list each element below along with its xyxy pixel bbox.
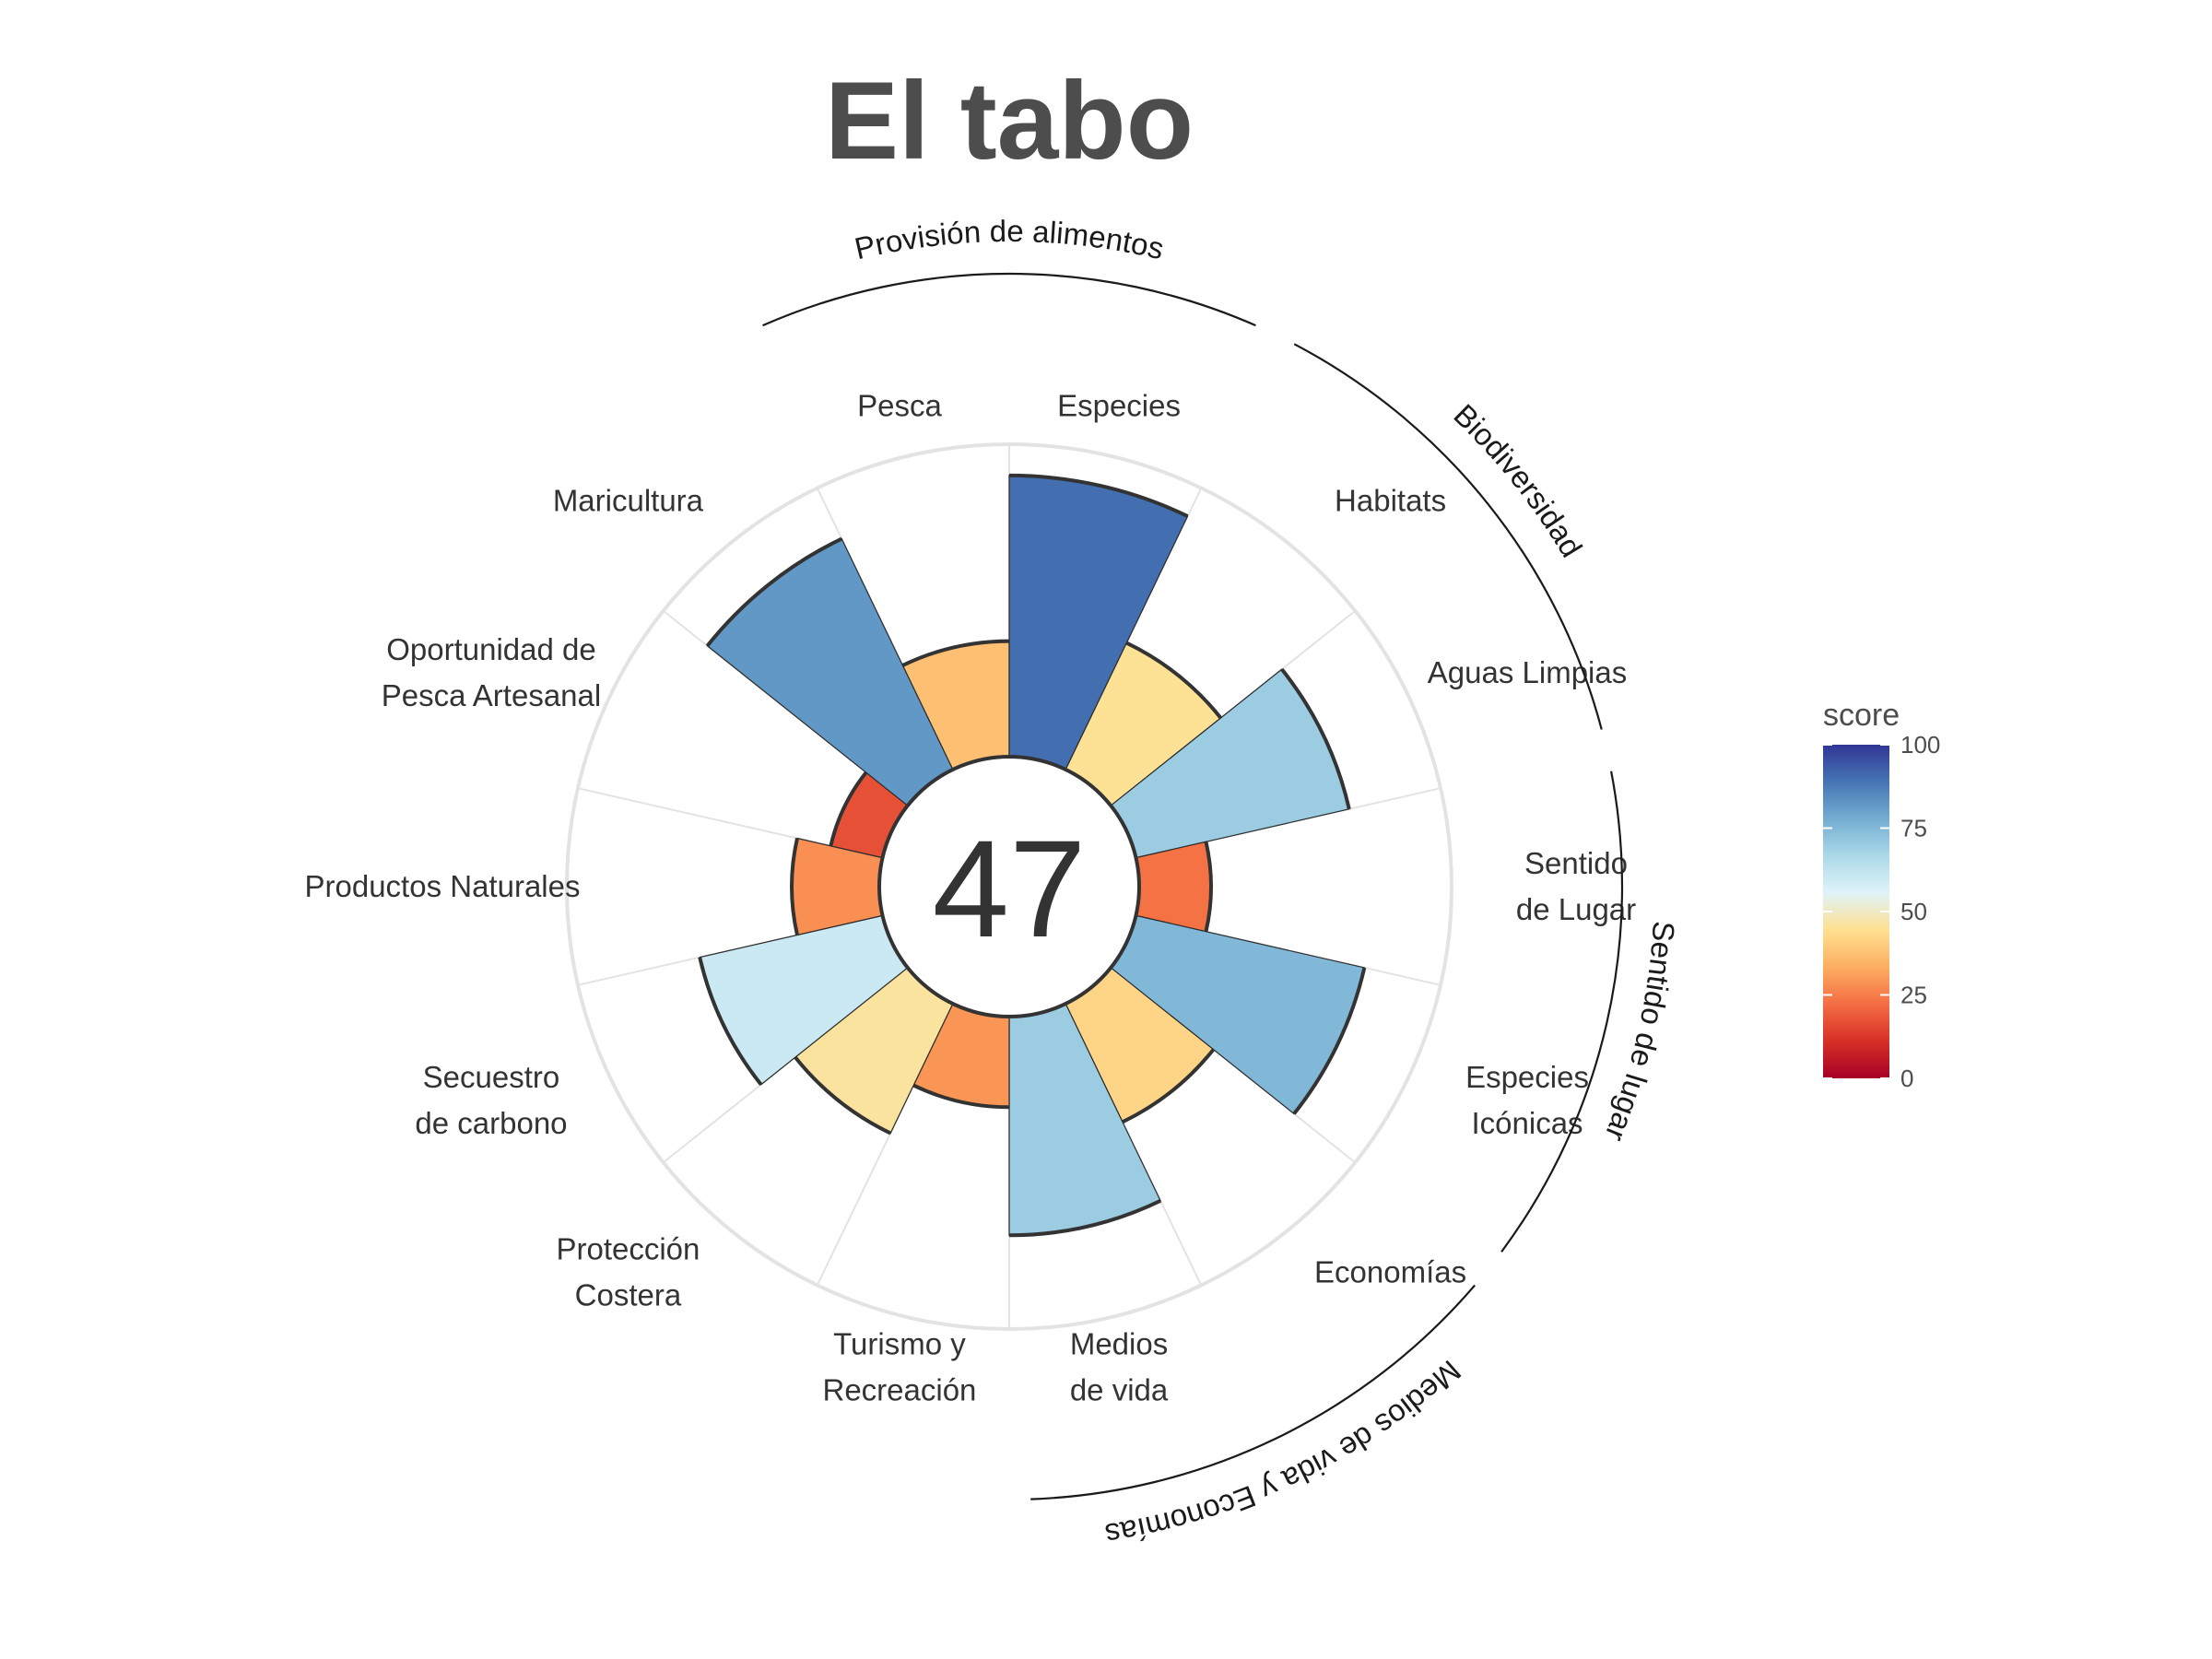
category-label: Productos Naturales: [305, 869, 581, 903]
goal-group-label: Provisión de alimentos: [852, 214, 1167, 265]
legend-ticks: 0 25 50 75 100: [1823, 731, 1940, 1092]
petal-outline: [1280, 667, 1351, 810]
petal-outline: [790, 838, 799, 935]
petal-outline: [912, 1083, 1010, 1110]
petal-outline: [1122, 1048, 1216, 1124]
legend-tick-label: 100: [1900, 731, 1940, 759]
category-labels: Pesca Especies Habitats Aguas Limpias Sentid…: [305, 388, 1637, 1406]
goal-group-arc: [762, 272, 1256, 327]
petal-outline: [1008, 1199, 1162, 1238]
petal-outline: [794, 1055, 892, 1135]
petal-outline: [705, 536, 843, 648]
center-circle: [877, 755, 1141, 1018]
legend-tick-label: 25: [1900, 982, 1927, 1009]
legend-tick-label: 75: [1900, 815, 1927, 842]
petal-outline: [1292, 967, 1367, 1115]
goal-group-arc: [1030, 1284, 1476, 1500]
category-label: Protección Costera: [556, 1231, 700, 1312]
category-label: Oportunidad de Pesca Artesanal: [382, 632, 601, 712]
category-label: Maricultura: [553, 484, 704, 518]
petal-outline: [1125, 641, 1223, 720]
legend-title: score: [1823, 698, 1900, 733]
grid-outer-ring: [565, 442, 1453, 1331]
category-label: Secuestro de carbono: [415, 1060, 567, 1140]
petal-outline: [1008, 473, 1189, 518]
petal-outline: [698, 957, 763, 1086]
score-legend: score 0 25 50 75 100: [1823, 698, 1940, 1092]
center-score: 47: [933, 811, 1087, 966]
goal-group-arc: [1500, 771, 1624, 1253]
category-label: Sentido de Lugar: [1516, 846, 1636, 926]
legend-tick-label: 50: [1900, 898, 1927, 925]
category-label: Habitats: [1335, 484, 1446, 518]
category-label: Pesca: [857, 388, 942, 422]
goal-group-arc: [1293, 343, 1603, 730]
legend-colorbar: [1823, 745, 1889, 1078]
petal-outline: [829, 771, 868, 847]
category-label: Aguas Limpias: [1428, 655, 1627, 689]
category-label: Especies Icónicas: [1465, 1060, 1589, 1140]
category-label: Economías: [1314, 1254, 1466, 1288]
category-label: Medios de vida: [1070, 1327, 1169, 1407]
petal-outline: [1204, 841, 1213, 933]
category-label: Turismo y Recreación: [822, 1327, 976, 1407]
legend-tick-label: 0: [1900, 1065, 1913, 1092]
petals: [698, 473, 1367, 1238]
category-label: Especies: [1057, 388, 1181, 422]
goal-group-label: Sentido de lugar: [1598, 920, 1681, 1146]
petal-outline: [901, 639, 1010, 667]
chart-title: El tabo: [825, 59, 1194, 182]
